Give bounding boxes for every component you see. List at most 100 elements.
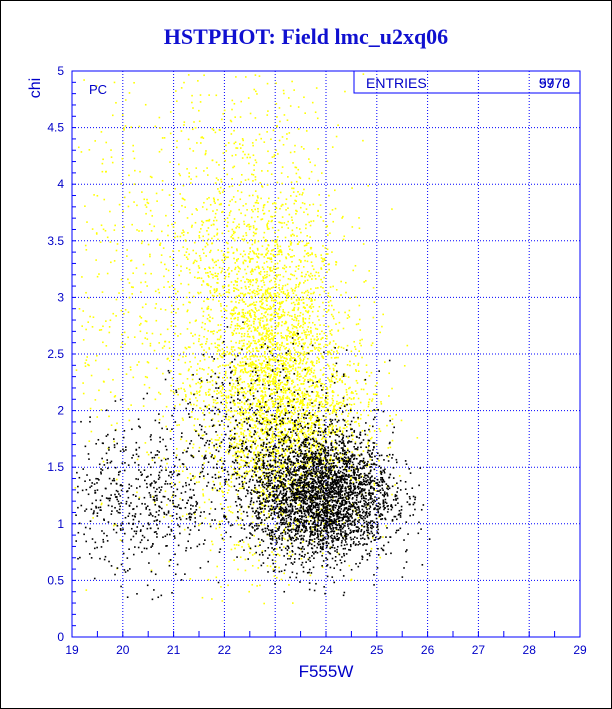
data-point — [115, 101, 117, 104]
data-point — [303, 418, 305, 420]
data-point — [252, 251, 255, 254]
data-point — [241, 412, 243, 414]
data-point — [110, 261, 112, 264]
data-point — [162, 415, 164, 418]
data-point — [310, 446, 313, 449]
data-point — [229, 312, 232, 315]
data-point — [207, 298, 210, 300]
data-point — [332, 285, 334, 288]
data-point — [361, 338, 363, 341]
data-point — [183, 121, 186, 123]
data-point — [332, 469, 334, 471]
data-point — [322, 440, 325, 443]
data-point — [262, 473, 264, 475]
data-point — [113, 260, 116, 262]
data-point — [163, 275, 165, 278]
data-point — [179, 333, 182, 335]
data-point — [255, 446, 258, 449]
data-point — [237, 265, 239, 268]
data-point — [211, 330, 213, 333]
data-point — [238, 487, 241, 490]
data-point — [289, 240, 292, 243]
data-point — [198, 446, 201, 449]
data-point — [233, 102, 236, 105]
data-point — [112, 378, 114, 381]
data-point — [276, 236, 279, 238]
data-point — [177, 335, 179, 337]
data-point — [231, 350, 234, 353]
data-point — [270, 261, 273, 263]
data-point — [240, 433, 243, 436]
data-point — [321, 260, 324, 263]
data-point — [306, 462, 309, 464]
data-point — [334, 408, 336, 411]
data-point — [224, 277, 226, 280]
data-point — [269, 332, 272, 334]
data-point — [234, 154, 237, 156]
data-point — [357, 479, 360, 482]
data-point — [257, 253, 260, 255]
data-point — [320, 286, 322, 288]
data-point — [290, 369, 292, 372]
data-point — [222, 539, 225, 541]
data-point — [100, 502, 103, 505]
data-point — [257, 466, 260, 468]
data-point — [259, 401, 262, 404]
data-point — [238, 267, 240, 269]
data-point — [243, 465, 245, 467]
data-point — [273, 277, 276, 279]
data-point — [232, 369, 234, 371]
data-point — [274, 315, 276, 317]
data-point — [322, 258, 324, 260]
data-point — [280, 422, 282, 425]
data-point — [207, 219, 209, 222]
data-point — [256, 330, 259, 332]
data-point — [267, 375, 270, 377]
data-point — [201, 343, 203, 346]
data-point — [206, 381, 209, 384]
data-point — [233, 129, 235, 132]
data-point — [221, 470, 224, 472]
data-point — [205, 351, 208, 354]
data-point — [307, 471, 310, 474]
data-point — [371, 342, 374, 344]
data-point — [142, 405, 145, 407]
data-point — [277, 553, 279, 556]
data-point — [274, 399, 277, 402]
data-point — [304, 356, 306, 358]
data-point — [284, 383, 287, 386]
data-point — [144, 272, 147, 275]
data-point — [220, 442, 222, 444]
data-point — [224, 258, 226, 261]
data-point — [255, 90, 257, 93]
data-point — [276, 470, 279, 472]
data-point — [198, 255, 201, 257]
data-point — [283, 405, 286, 407]
data-point — [254, 232, 256, 235]
data-point — [297, 285, 300, 288]
data-point — [265, 395, 267, 397]
data-point — [251, 355, 253, 357]
data-point — [262, 346, 265, 349]
data-point — [262, 341, 265, 344]
data-point — [311, 253, 313, 256]
data-point — [224, 218, 226, 221]
data-point — [113, 229, 116, 231]
data-point — [231, 234, 234, 236]
data-point — [254, 311, 256, 314]
data-point — [243, 429, 246, 432]
data-point — [304, 478, 306, 480]
data-point — [351, 431, 353, 434]
data-point — [237, 541, 240, 543]
data-point — [254, 426, 257, 429]
data-point — [242, 414, 245, 416]
data-point — [224, 275, 227, 278]
data-point — [258, 383, 261, 386]
data-point — [310, 426, 312, 429]
data-point — [266, 409, 268, 412]
data-point — [223, 307, 225, 310]
data-point — [260, 137, 263, 140]
data-point — [313, 369, 316, 372]
data-point — [277, 408, 280, 411]
data-point — [231, 388, 234, 390]
